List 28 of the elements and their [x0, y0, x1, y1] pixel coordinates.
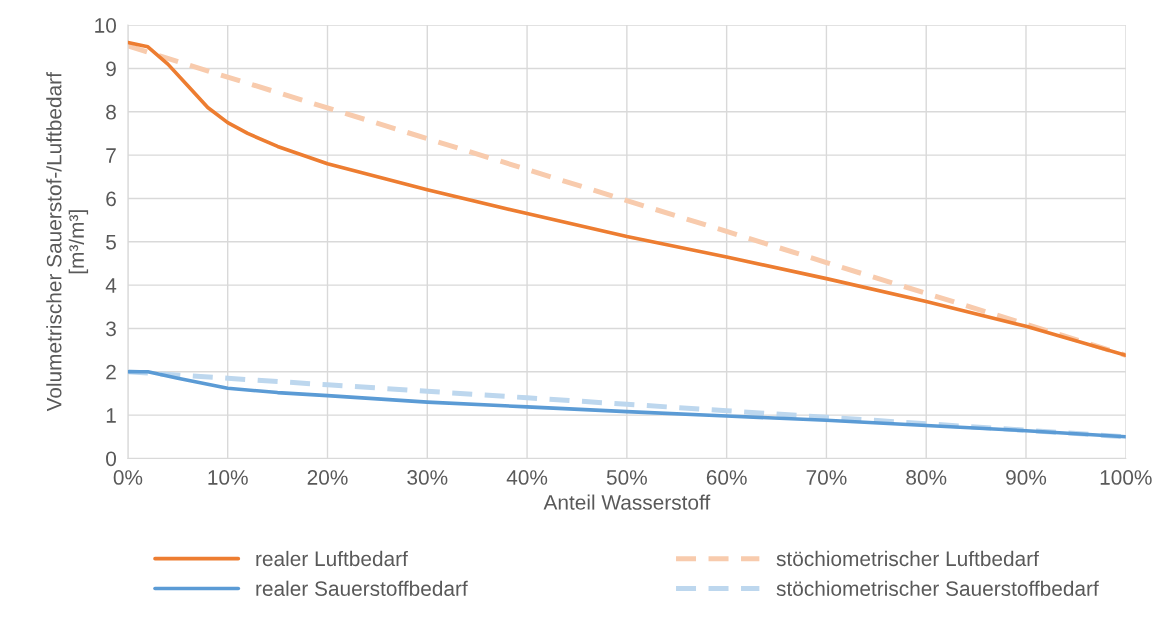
x-tick-label: 70% — [806, 470, 847, 485]
y-tick-label: 9 — [106, 61, 116, 77]
x-tick-label: 10% — [208, 470, 248, 485]
y-tick-label: 10 — [95, 18, 117, 33]
x-tick-label: 90% — [1006, 470, 1047, 485]
legend-label: realer Luftbedarf — [256, 550, 408, 567]
legend-label: realer Sauerstoffbedarf — [256, 580, 468, 596]
legend-label: stöchiometrischer Luftbedarf — [776, 550, 1039, 567]
y-tick-label: 7 — [106, 148, 116, 163]
y-tick-label: 5 — [106, 235, 116, 250]
x-tick-label: 30% — [407, 470, 448, 485]
y-tick-label: 1 — [106, 408, 116, 423]
y-tick-label: 4 — [105, 278, 117, 293]
x-tick-label: 100% — [1100, 470, 1152, 485]
y-axis-title: Volumetrischer Sauerstof-/Luftbedarf [m³/m³] — [46, 72, 89, 412]
x-axis-title: Anteil Wasserstoff — [543, 494, 711, 510]
x-tick-label: 20% — [307, 470, 348, 485]
y-tick-label: 6 — [106, 191, 116, 207]
x-tick-label: 80% — [906, 470, 947, 485]
x-tick-label: 60% — [706, 470, 747, 485]
x-tick-label: 0% — [113, 470, 143, 485]
y-tick-label: 0 — [106, 451, 117, 467]
x-tick-label: 50% — [606, 470, 647, 485]
y-tick-label: 8 — [106, 104, 116, 120]
legend-label: stöchiometrischer Sauerstoffbedarf — [776, 580, 1099, 596]
y-tick-label: 3 — [106, 321, 116, 337]
y-tick-label: 2 — [106, 364, 116, 380]
x-tick-label: 40% — [506, 470, 548, 485]
